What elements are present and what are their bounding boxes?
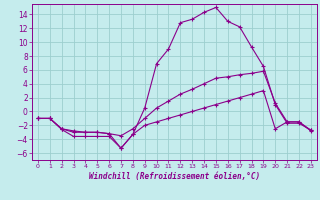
X-axis label: Windchill (Refroidissement éolien,°C): Windchill (Refroidissement éolien,°C): [89, 172, 260, 181]
